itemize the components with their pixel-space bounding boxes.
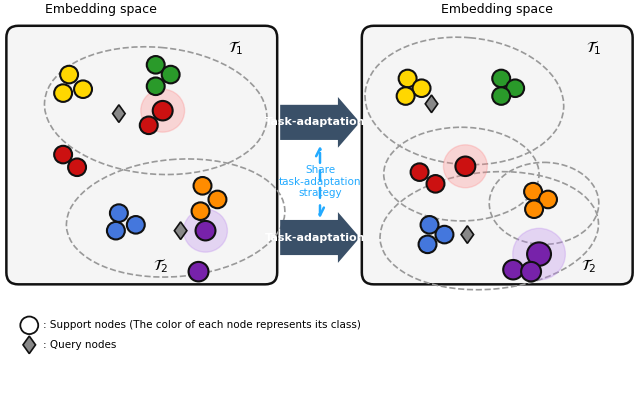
Circle shape [140, 117, 157, 134]
Text: $\mathcal{T}_2$: $\mathcal{T}_2$ [153, 257, 168, 275]
Text: $\mathcal{T}_1$: $\mathcal{T}_1$ [586, 40, 602, 57]
Polygon shape [113, 105, 125, 122]
Circle shape [527, 243, 551, 266]
Circle shape [54, 84, 72, 102]
Circle shape [162, 66, 180, 83]
Circle shape [60, 66, 78, 83]
Circle shape [20, 316, 38, 334]
Circle shape [74, 81, 92, 98]
Circle shape [435, 226, 453, 243]
Circle shape [54, 146, 72, 164]
Circle shape [444, 145, 487, 188]
Text: : Support nodes (The color of each node represents its class): : Support nodes (The color of each node … [44, 320, 361, 330]
Circle shape [525, 200, 543, 218]
Polygon shape [461, 226, 474, 243]
Circle shape [153, 101, 173, 120]
Circle shape [110, 204, 128, 222]
Circle shape [399, 70, 417, 87]
Circle shape [397, 87, 415, 105]
Text: Embedding space: Embedding space [45, 3, 157, 16]
Circle shape [456, 156, 476, 176]
Circle shape [147, 56, 164, 73]
Polygon shape [280, 97, 360, 148]
Text: Share
task-adaptation
strategy: Share task-adaptation strategy [279, 165, 361, 199]
Polygon shape [23, 336, 36, 354]
Polygon shape [280, 212, 360, 263]
Text: Embedding space: Embedding space [442, 3, 553, 16]
Text: : Query nodes: : Query nodes [44, 340, 116, 350]
Polygon shape [174, 222, 187, 239]
Circle shape [420, 216, 438, 233]
Text: Task-adaptation: Task-adaptation [265, 117, 365, 127]
FancyBboxPatch shape [6, 26, 277, 284]
Circle shape [513, 228, 565, 280]
Text: $\mathcal{T}_2$: $\mathcal{T}_2$ [581, 257, 596, 275]
Circle shape [413, 79, 431, 97]
Circle shape [127, 216, 145, 233]
FancyBboxPatch shape [362, 26, 632, 284]
Polygon shape [425, 95, 438, 113]
Circle shape [524, 183, 542, 200]
Circle shape [68, 158, 86, 176]
Circle shape [196, 221, 216, 241]
Circle shape [492, 87, 510, 105]
Circle shape [107, 222, 125, 239]
Circle shape [521, 262, 541, 281]
Circle shape [191, 202, 209, 220]
Circle shape [189, 262, 209, 281]
Circle shape [141, 89, 184, 132]
Circle shape [492, 70, 510, 87]
Circle shape [193, 177, 211, 195]
Circle shape [411, 164, 429, 181]
Circle shape [184, 209, 227, 252]
Text: $\mathcal{T}_1$: $\mathcal{T}_1$ [228, 40, 243, 57]
Circle shape [503, 260, 523, 279]
Text: Task-adaptation: Task-adaptation [265, 233, 365, 243]
Circle shape [506, 79, 524, 97]
Circle shape [147, 77, 164, 95]
Circle shape [539, 191, 557, 208]
Circle shape [426, 175, 444, 193]
Circle shape [419, 235, 436, 253]
Circle shape [209, 191, 227, 208]
